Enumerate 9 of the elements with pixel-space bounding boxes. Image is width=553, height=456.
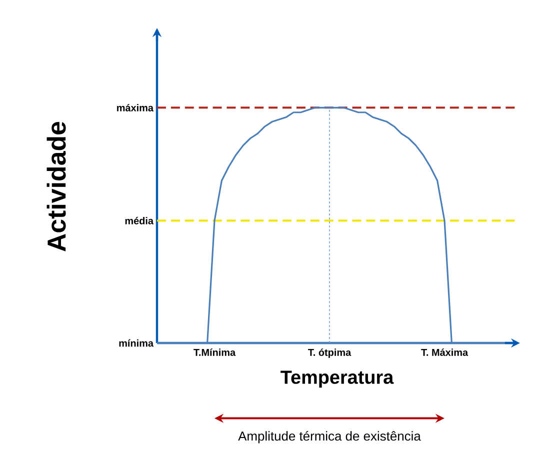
y-axis-title: Actividade [46,122,66,252]
ref-line-label: mínima [119,339,154,347]
ref-line-label: máxima [117,104,154,112]
x-tick-label: T. ótpima [308,348,352,358]
ref-line-label: média [125,216,154,224]
x-axis-title: Temperatura [280,370,394,388]
text: Amplitude térmica de existência [238,431,421,444]
x-tick-label: T. Máxima [421,348,468,356]
x-tick-label: T.Mínima [194,348,236,356]
